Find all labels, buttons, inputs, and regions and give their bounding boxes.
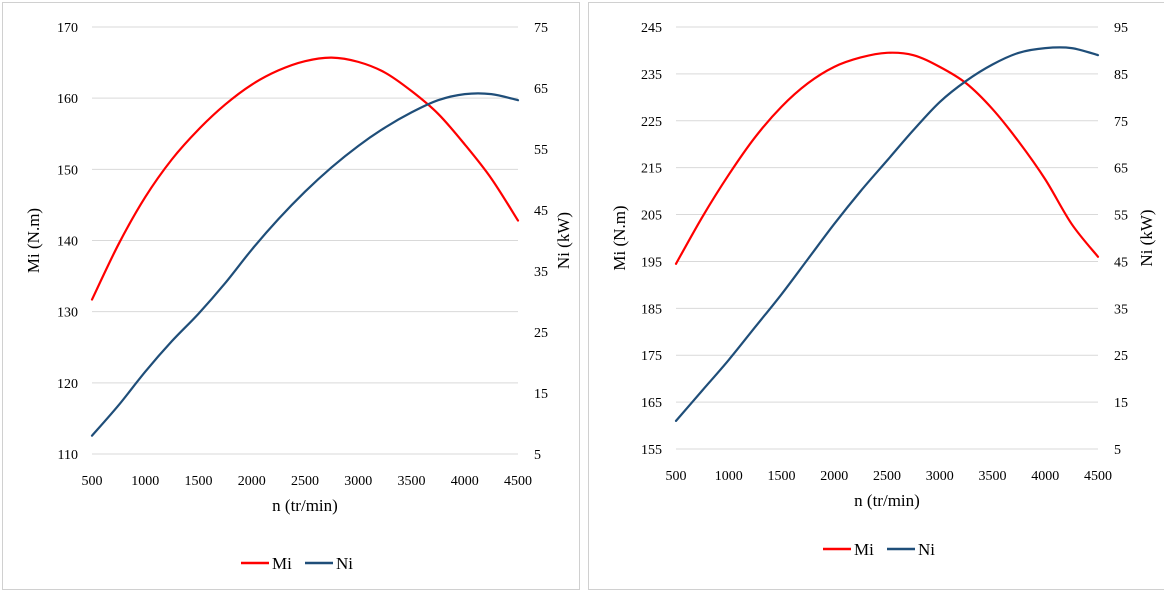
y-axis-title: Mi (N.m) xyxy=(24,208,43,273)
chart-panel-right: 155 165 175 185 195 205 215 225 235 245 5 15 25 35 45 5… xyxy=(588,2,1164,590)
y-tick-label: 170 xyxy=(57,21,78,36)
y2-tick-label: 25 xyxy=(1114,349,1128,364)
x-tick-label: 1000 xyxy=(715,469,743,484)
y2-tick-label: 85 xyxy=(1114,68,1128,83)
x-axis-title: n (tr/min) xyxy=(272,496,338,515)
y2-tick-label: 35 xyxy=(534,265,548,280)
x-tick-label: 3500 xyxy=(398,474,426,489)
x-tick-label: 3500 xyxy=(979,469,1007,484)
chart-panel-left: 110 120 130 140 150 160 170 5 15 25 35 45 55 65 75 500 1… xyxy=(2,2,580,590)
y2-tick-label: 55 xyxy=(534,143,548,158)
y-tick-label: 225 xyxy=(641,115,662,130)
y-tick-label: 245 xyxy=(641,21,662,36)
x-tick-label: 500 xyxy=(666,469,687,484)
x-tick-label: 2000 xyxy=(238,474,266,489)
y2-axis-title: Ni (kW) xyxy=(554,212,573,269)
y-tick-label: 155 xyxy=(641,443,662,458)
x-tick-label: 4000 xyxy=(1031,469,1059,484)
y-tick-label: 215 xyxy=(641,162,662,177)
y-tick-label: 235 xyxy=(641,68,662,83)
y2-tick-label: 95 xyxy=(1114,21,1128,36)
y2-tick-label: 15 xyxy=(534,387,548,402)
legend: Mi Ni xyxy=(823,540,935,559)
y-tick-label: 165 xyxy=(641,396,662,411)
y-tick-label: 175 xyxy=(641,349,662,364)
x-tick-label: 4000 xyxy=(451,474,479,489)
legend-label-mi: Mi xyxy=(854,540,874,559)
y2-tick-label: 45 xyxy=(1114,255,1128,270)
x-tick-label: 1500 xyxy=(185,474,213,489)
y2-axis-title: Ni (kW) xyxy=(1137,209,1156,266)
y-tick-label: 110 xyxy=(58,448,78,463)
x-tick-label: 4500 xyxy=(1084,469,1112,484)
y2-tick-label: 75 xyxy=(534,21,548,36)
y2-tick-label: 75 xyxy=(1114,115,1128,130)
legend-label-ni: Ni xyxy=(918,540,935,559)
y-tick-label: 205 xyxy=(641,209,662,224)
x-tick-label: 500 xyxy=(82,474,103,489)
y2-tick-label: 65 xyxy=(534,82,548,97)
series-line-ni xyxy=(90,92,520,437)
x-tick-label: 3000 xyxy=(926,469,954,484)
y2-tick-label: 25 xyxy=(534,326,548,341)
x-tick-label: 2500 xyxy=(291,474,319,489)
series-line-mi xyxy=(674,51,1100,265)
y2-tick-label: 15 xyxy=(1114,396,1128,411)
y2-tick-label: 35 xyxy=(1114,302,1128,317)
chart-svg-left: 110 120 130 140 150 160 170 5 15 25 35 45 55 65 75 500 1… xyxy=(24,21,573,573)
x-tick-label: 2000 xyxy=(820,469,848,484)
x-tick-label: 1000 xyxy=(131,474,159,489)
chart-svg-right: 155 165 175 185 195 205 215 225 235 245 5 15 25 35 45 5… xyxy=(610,21,1156,559)
y2-tick-label: 55 xyxy=(1114,209,1128,224)
y-tick-label: 130 xyxy=(57,306,78,321)
x-tick-label: 1500 xyxy=(768,469,796,484)
x-tick-label: 4500 xyxy=(504,474,532,489)
legend: Mi Ni xyxy=(241,554,353,573)
y-tick-label: 120 xyxy=(57,377,78,392)
legend-label-ni: Ni xyxy=(336,554,353,573)
series-line-ni xyxy=(674,46,1100,422)
y2-tick-label: 45 xyxy=(534,204,548,219)
y-tick-label: 160 xyxy=(57,92,78,107)
x-tick-label: 3000 xyxy=(344,474,372,489)
y2-tick-label: 5 xyxy=(1114,443,1121,458)
y-tick-label: 150 xyxy=(57,163,78,178)
y-tick-label: 140 xyxy=(57,235,78,250)
y2-tick-label: 65 xyxy=(1114,162,1128,177)
y-tick-label: 195 xyxy=(641,255,662,270)
legend-label-mi: Mi xyxy=(272,554,292,573)
y2-tick-label: 5 xyxy=(534,448,541,463)
x-tick-label: 2500 xyxy=(873,469,901,484)
x-axis-title: n (tr/min) xyxy=(854,491,920,510)
series-line-mi xyxy=(90,56,520,301)
y-tick-label: 185 xyxy=(641,302,662,317)
y-axis-title: Mi (N.m) xyxy=(610,205,629,270)
